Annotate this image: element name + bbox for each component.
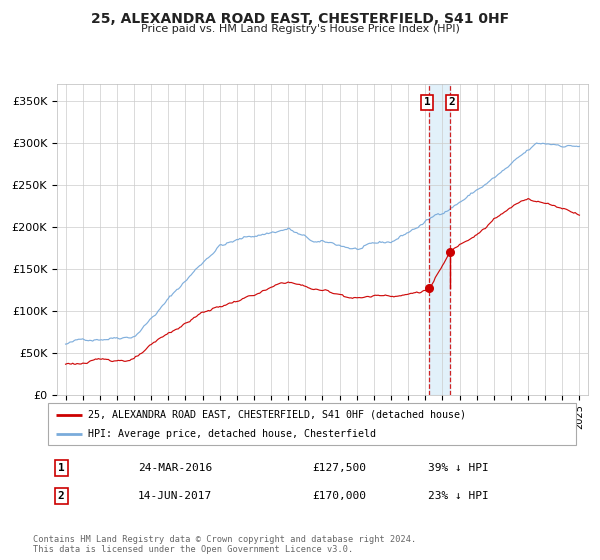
Text: 23% ↓ HPI: 23% ↓ HPI (428, 491, 489, 501)
Text: Price paid vs. HM Land Registry's House Price Index (HPI): Price paid vs. HM Land Registry's House … (140, 24, 460, 34)
Text: £127,500: £127,500 (312, 463, 366, 473)
Text: 2: 2 (58, 491, 65, 501)
Text: 39% ↓ HPI: 39% ↓ HPI (428, 463, 489, 473)
Text: 1: 1 (58, 463, 65, 473)
Text: 2: 2 (449, 97, 455, 108)
Text: 25, ALEXANDRA ROAD EAST, CHESTERFIELD, S41 0HF: 25, ALEXANDRA ROAD EAST, CHESTERFIELD, S… (91, 12, 509, 26)
Text: £170,000: £170,000 (312, 491, 366, 501)
Text: 25, ALEXANDRA ROAD EAST, CHESTERFIELD, S41 0HF (detached house): 25, ALEXANDRA ROAD EAST, CHESTERFIELD, S… (88, 409, 466, 419)
Bar (429, 84, 450, 395)
Text: HPI: Average price, detached house, Chesterfield: HPI: Average price, detached house, Ches… (88, 429, 376, 439)
Text: 24-MAR-2016: 24-MAR-2016 (138, 463, 212, 473)
FancyBboxPatch shape (48, 403, 576, 445)
Text: 14-JUN-2017: 14-JUN-2017 (138, 491, 212, 501)
Text: Contains HM Land Registry data © Crown copyright and database right 2024.
This d: Contains HM Land Registry data © Crown c… (33, 535, 416, 554)
Text: 1: 1 (424, 97, 430, 108)
